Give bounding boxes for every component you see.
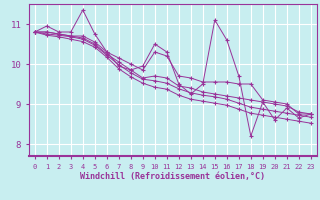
X-axis label: Windchill (Refroidissement éolien,°C): Windchill (Refroidissement éolien,°C) xyxy=(80,172,265,181)
